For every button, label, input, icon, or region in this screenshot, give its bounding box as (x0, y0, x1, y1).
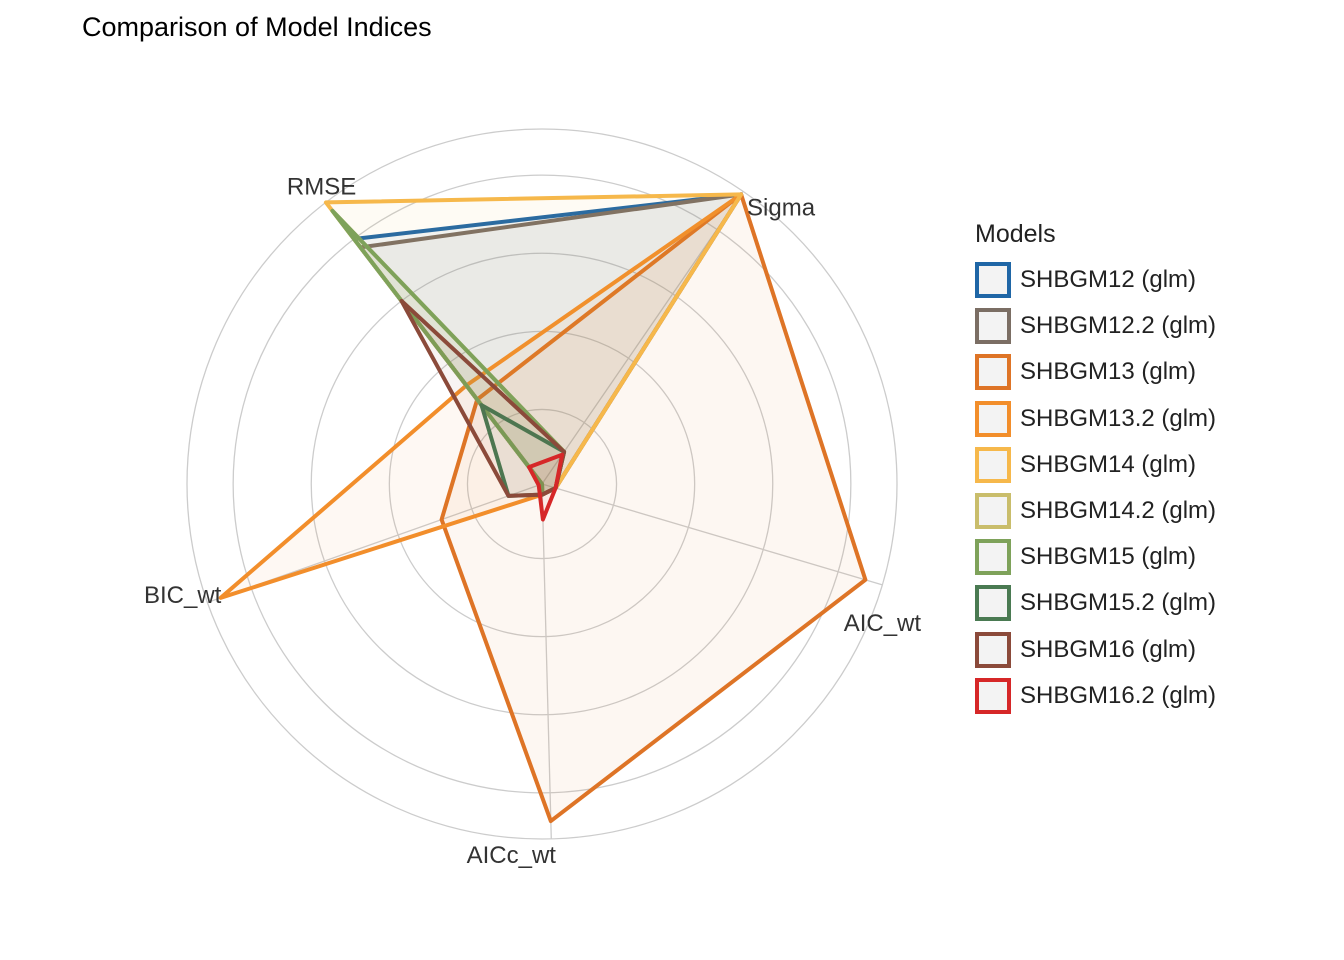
legend-label: SHBGM15 (glm) (1020, 543, 1197, 571)
chart-title: Comparison of Model Indices (82, 12, 432, 42)
grid-circle-1 (466, 408, 618, 560)
spoke-aicc-wt (541, 483, 552, 839)
legend-item: SHBGM15.2 (glm) (975, 580, 1216, 626)
axis-labels: RMSE Sigma AIC_wt AICc_wt BIC_wt (144, 174, 921, 869)
series-polygon-10 (527, 452, 565, 522)
legend-swatch (975, 585, 1011, 622)
legend-item: SHBGM12 (glm) (975, 257, 1216, 303)
legend-item: SHBGM14.2 (glm) (975, 488, 1216, 534)
legend-title: Models (975, 220, 1056, 248)
legend-item: SHBGM16 (glm) (975, 627, 1216, 673)
legend-label: SHBGM14 (glm) (1020, 450, 1197, 478)
series-polygon-9 (399, 298, 567, 498)
legend-label: SHBGM14.2 (glm) (1020, 497, 1217, 525)
legend-label: SHBGM13 (glm) (1020, 358, 1197, 386)
legend-label: SHBGM16 (glm) (1020, 635, 1197, 663)
legend-item: SHBGM12.2 (glm) (975, 303, 1216, 349)
legend-swatch (975, 400, 1011, 437)
legend-swatch (975, 308, 1011, 345)
spoke-aic-wt (541, 483, 883, 586)
grid-circle-5 (186, 128, 898, 840)
grid-circle-3 (310, 252, 774, 716)
legend-item: SHBGM13 (glm) (975, 349, 1216, 395)
legend-label: SHBGM12.2 (glm) (1020, 312, 1217, 340)
legend-swatch (975, 262, 1011, 299)
legend-swatch (975, 354, 1011, 391)
axis-label-sigma: Sigma (747, 194, 816, 221)
legend-item: SHBGM13.2 (glm) (975, 396, 1216, 442)
legend-swatch (975, 539, 1011, 576)
legend-label: SHBGM16.2 (glm) (1020, 681, 1217, 709)
series-polygon-3 (439, 192, 868, 824)
legend-item: SHBGM16.2 (glm) (975, 673, 1216, 719)
legend-swatch (975, 677, 1011, 714)
legend-swatch (975, 631, 1011, 668)
legend-item: SHBGM14 (glm) (975, 442, 1216, 488)
legend-item: SHBGM15 (glm) (975, 534, 1216, 580)
radar-series (218, 192, 868, 824)
axis-label-bic-wt: BIC_wt (144, 582, 222, 609)
axis-label-aic-wt: AIC_wt (844, 610, 922, 637)
legend-swatch (975, 446, 1011, 483)
legend-label: SHBGM15.2 (glm) (1020, 589, 1217, 617)
spoke-sigma (541, 191, 744, 485)
legend-label: SHBGM12 (glm) (1020, 266, 1197, 294)
legend-swatch (975, 493, 1011, 530)
legend: Models SHBGM12 (glm) SHBGM12.2 (glm) SHBGM… (975, 220, 1216, 719)
axis-label-aicc-wt: AICc_wt (467, 842, 557, 869)
legend-label: SHBGM13.2 (glm) (1020, 404, 1217, 432)
legend-items: SHBGM12 (glm) SHBGM12.2 (glm) SHBGM13 (glm… (975, 257, 1216, 719)
axis-label-rmse: RMSE (287, 174, 356, 201)
